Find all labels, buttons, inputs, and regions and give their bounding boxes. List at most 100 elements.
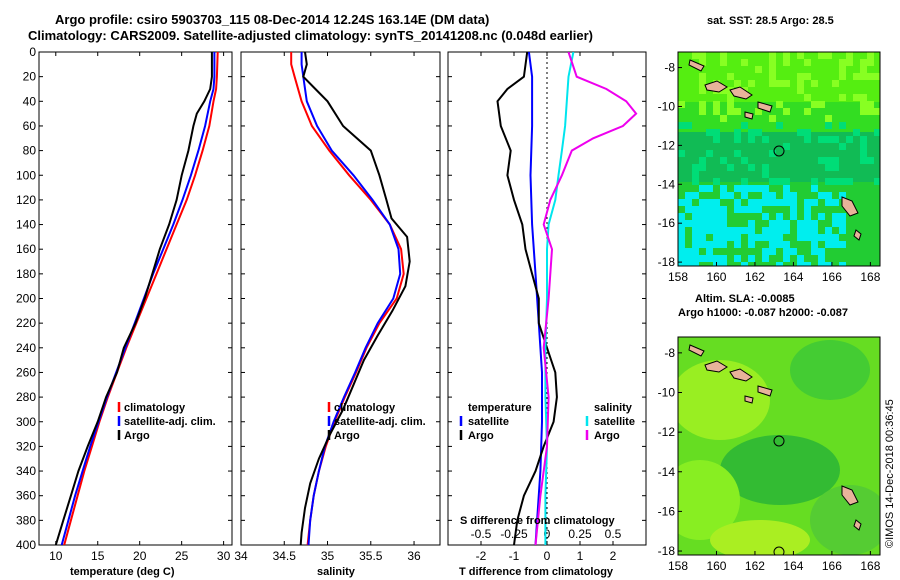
x-tick-label: 10 — [49, 549, 63, 563]
series-argo — [299, 52, 411, 545]
series-salinity-satellite — [544, 52, 575, 545]
y-tick-label: 380 — [16, 513, 36, 527]
map-y-tick-label: -8 — [664, 61, 675, 75]
map-y-tick-label: -10 — [658, 99, 676, 113]
temperature-xlabel: temperature (deg C) — [70, 566, 175, 578]
y-tick-label: 120 — [16, 193, 36, 207]
x-tick-label: 1 — [577, 549, 584, 563]
y-tick-label: 60 — [23, 119, 37, 133]
map-y-tick-label: -10 — [658, 385, 676, 399]
x-tick-label: 35 — [321, 549, 335, 563]
y-tick-label: 400 — [16, 538, 36, 552]
x-tick-label: 15 — [91, 549, 105, 563]
x2-tick-label: 0.5 — [605, 527, 622, 541]
argo-location-marker — [773, 145, 785, 157]
legend-s-satellite: satellite — [594, 416, 635, 428]
legend-title-temperature: temperature — [468, 402, 532, 414]
x-tick-label: -2 — [476, 549, 487, 563]
y-tick-label: 200 — [16, 292, 36, 306]
legend-satellite: satellite-adj. clim. — [334, 416, 426, 428]
x-tick-label: 34.5 — [273, 549, 297, 563]
sla-map-panel: Altim. SLA: -0.0085 Argo h1000: -0.087 h… — [658, 293, 881, 573]
sst-map-title: sat. SST: 28.5 Argo: 28.5 — [707, 15, 834, 27]
y-tick-label: 80 — [23, 144, 37, 158]
title-line-1: Argo profile: csiro 5903703_115 08-Dec-2… — [55, 12, 489, 27]
series-salinity-argo — [534, 52, 638, 545]
map-x-tick-label: 160 — [706, 559, 726, 573]
map-x-tick-label: 158 — [668, 559, 688, 573]
y-tick-label: 260 — [16, 365, 36, 379]
y-tick-label: 300 — [16, 415, 36, 429]
legend-title-salinity: salinity — [594, 402, 633, 414]
map-x-tick-label: 158 — [668, 270, 688, 284]
map-x-tick-label: 164 — [783, 270, 803, 284]
y-tick-label: 360 — [16, 489, 36, 503]
legend-argo: Argo — [334, 430, 360, 442]
map-y-tick-label: -14 — [658, 465, 676, 479]
x-tick-label: 20 — [133, 549, 147, 563]
map-x-tick-label: 164 — [783, 559, 803, 573]
s-difference-xlabel: S difference from climatology — [460, 515, 616, 527]
map-y-tick-label: -8 — [664, 346, 675, 360]
map-y-tick-label: -12 — [658, 138, 676, 152]
y-tick-label: 40 — [23, 94, 37, 108]
map-y-tick-label: -12 — [658, 425, 676, 439]
y-tick-label: 100 — [16, 168, 36, 182]
x-tick-label: -1 — [509, 549, 520, 563]
map-x-tick-label: 168 — [860, 559, 880, 573]
t-difference-xlabel: T difference from climatology — [459, 566, 614, 578]
x2-tick-label: -0.25 — [500, 527, 528, 541]
salinity-legend: climatology satellite-adj. clim. Argo — [327, 402, 426, 442]
temperature-panel: 0 20 40 60 80 100 120 140 160 180 200 220 240 260 280 3… — [16, 45, 233, 578]
series-satellite-adj-clim- — [300, 52, 402, 545]
sst-map-panel: sat. SST: 28.5 Argo: 28.5 158 160 162 164 16… — [658, 15, 881, 284]
legend-s-argo: Argo — [594, 430, 620, 442]
map-y-tick-label: -18 — [658, 544, 676, 558]
y-tick-label: 180 — [16, 267, 36, 281]
series-temperature-argo — [496, 52, 558, 545]
legend-t-satellite: satellite — [468, 416, 509, 428]
y-tick-label: 240 — [16, 341, 36, 355]
salinity-panel: 34 34.5 35 35.5 36 salinity climatology sate… — [234, 51, 441, 578]
x2-tick-label: 0.25 — [568, 527, 592, 541]
title-line-2: Climatology: CARS2009. Satellite-adjuste… — [28, 28, 593, 43]
sla-map-title: Altim. SLA: -0.0085 — [695, 293, 795, 305]
argo-location-marker — [773, 435, 785, 447]
legend-argo: Argo — [124, 430, 150, 442]
legend-climatology: climatology — [124, 402, 186, 414]
map-y-tick-label: -14 — [658, 177, 676, 191]
y-tick-label: 280 — [16, 390, 36, 404]
legend-t-argo: Argo — [468, 430, 494, 442]
x-tick-label: 34 — [234, 549, 248, 563]
legend-climatology: climatology — [334, 402, 396, 414]
series-argo — [54, 52, 213, 545]
salinity-xlabel: salinity — [317, 566, 356, 578]
series-temperature-satellite — [527, 52, 543, 545]
x-tick-label: 2 — [610, 549, 617, 563]
x2-tick-label: -0.5 — [471, 527, 492, 541]
temperature-legend: climatology satellite-adj. clim. Argo — [117, 402, 216, 442]
map-x-tick-label: 162 — [745, 559, 765, 573]
y-tick-label: 0 — [29, 45, 36, 59]
difference-legend: temperature satellite Argo salinity sate… — [459, 402, 635, 442]
temperature-axes — [38, 51, 233, 546]
x-tick-label: 36 — [407, 549, 421, 563]
x-tick-label: 30 — [217, 549, 231, 563]
legend-satellite: satellite-adj. clim. — [124, 416, 216, 428]
sla-map-subtitle: Argo h1000: -0.087 h2000: -0.087 — [678, 307, 848, 319]
x-tick-label: 25 — [175, 549, 189, 563]
sla-map-image — [678, 337, 880, 555]
y-tick-label: 220 — [16, 316, 36, 330]
map-x-tick-label: 166 — [822, 270, 842, 284]
map-x-tick-label: 168 — [860, 270, 880, 284]
series-climatology — [63, 52, 219, 545]
sst-map-image — [678, 52, 880, 266]
y-tick-label: 140 — [16, 218, 36, 232]
imos-watermark: ©IMOS 14-Dec-2018 00:36:45 — [884, 399, 896, 548]
map-y-tick-label: -16 — [658, 216, 676, 230]
y-tick-label: 340 — [16, 464, 36, 478]
x-tick-label: 35.5 — [359, 549, 383, 563]
map-x-tick-label: 166 — [822, 559, 842, 573]
